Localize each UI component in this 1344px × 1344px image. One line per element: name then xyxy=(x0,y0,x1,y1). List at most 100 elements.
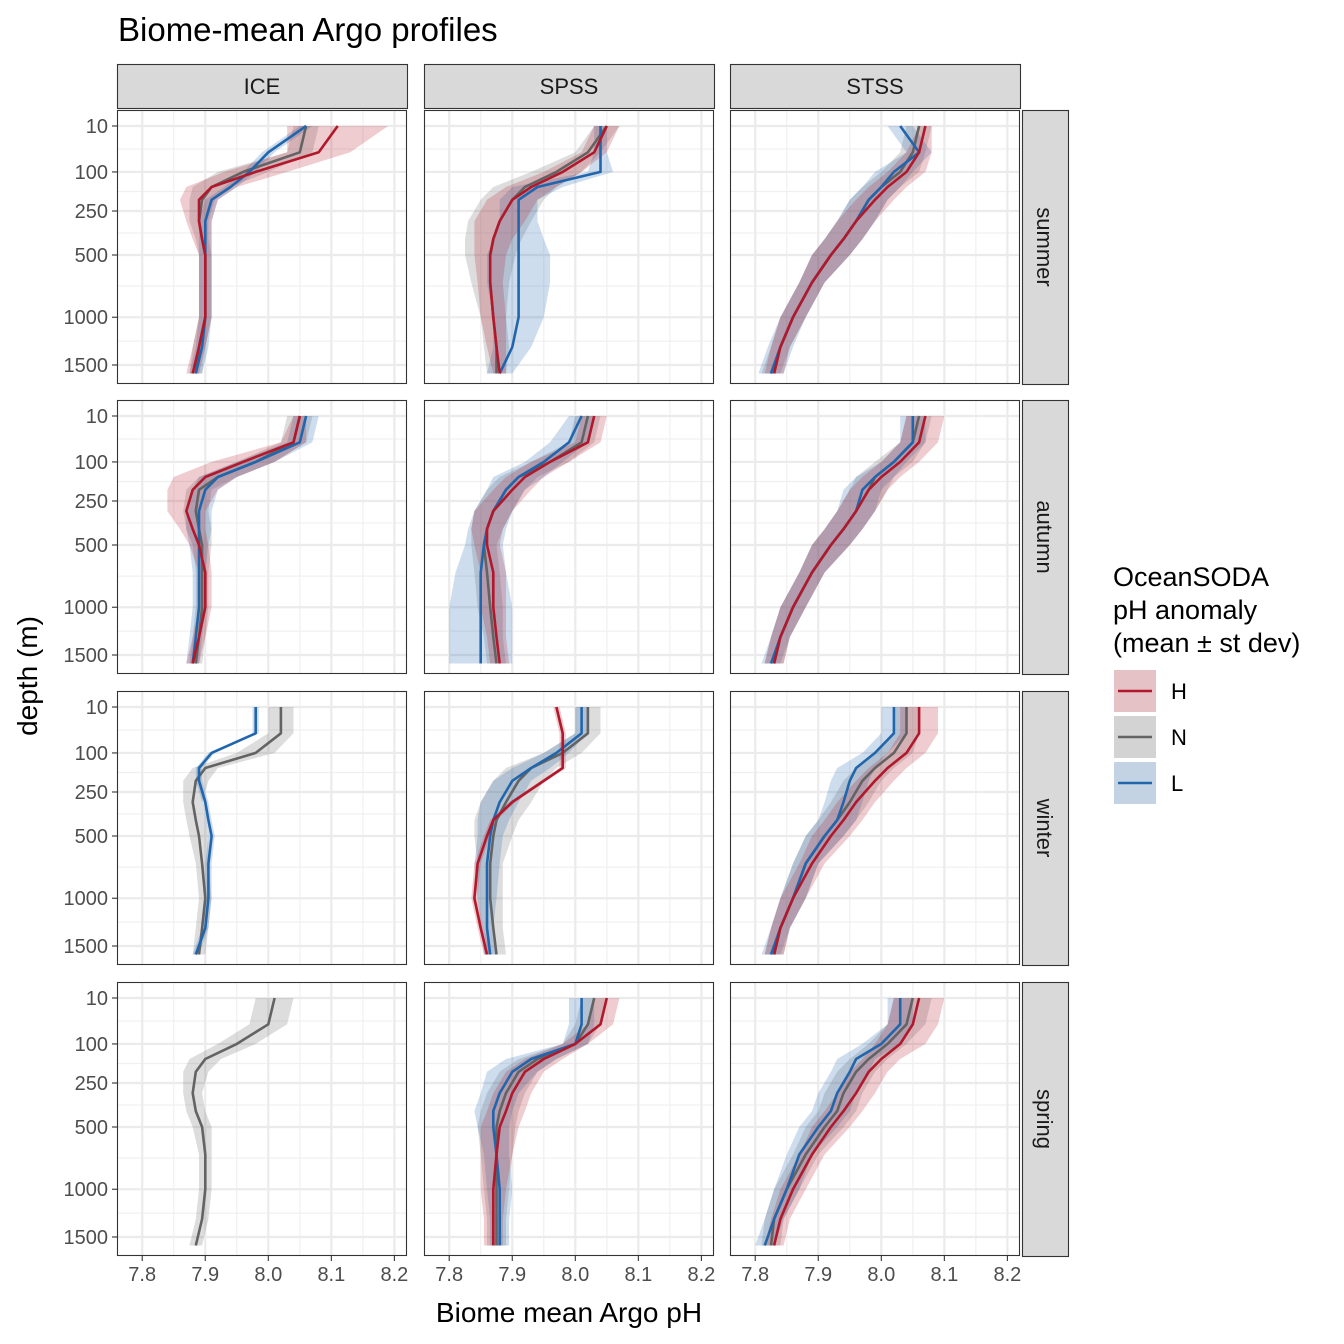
legend-label: L xyxy=(1171,771,1183,796)
row-strip-autumn: autumn xyxy=(1021,399,1070,676)
ribbon-H xyxy=(764,707,938,955)
panel-stss-winter xyxy=(729,690,1021,966)
x-tick-label: 8.0 xyxy=(867,1264,895,1286)
panel-ice-winter xyxy=(116,690,408,966)
ribbon-N xyxy=(183,707,294,955)
y-tick-label: 100 xyxy=(75,1034,108,1056)
y-tick-label: 250 xyxy=(75,1073,108,1095)
panel-ice-summer xyxy=(116,109,408,385)
chart-title: Biome-mean Argo profiles xyxy=(118,11,498,48)
legend-title-line: (mean ± st dev) xyxy=(1113,628,1300,658)
strip-label: SPSS xyxy=(540,74,599,99)
panel-ice-autumn xyxy=(116,399,408,675)
line-L xyxy=(194,707,257,955)
profile-lines xyxy=(479,415,596,664)
column-strip-ice: ICE xyxy=(116,63,409,110)
row-strip-summer: summer xyxy=(1021,109,1070,386)
x-tick-label: 8.2 xyxy=(380,1264,408,1286)
legend-item-N: N xyxy=(1114,716,1187,758)
panel-background xyxy=(117,110,407,384)
line-H xyxy=(473,706,564,955)
line-L xyxy=(191,415,308,664)
panel-ice-spring xyxy=(116,981,408,1257)
panel-spss-winter xyxy=(423,690,715,966)
y-tick-label: 100 xyxy=(75,452,108,474)
line-L xyxy=(485,707,583,955)
x-tick-label: 7.9 xyxy=(804,1264,832,1286)
line-H xyxy=(772,125,927,374)
legend-title-line: OceanSODA xyxy=(1113,562,1269,592)
x-tick-label: 8.0 xyxy=(254,1264,282,1286)
ribbon-H xyxy=(764,416,945,664)
legend-title-line: pH anomaly xyxy=(1113,595,1258,625)
x-tick-label: 7.8 xyxy=(435,1264,463,1286)
y-tick-label: 500 xyxy=(75,826,108,848)
strip-label: spring xyxy=(1032,1089,1057,1149)
y-tick-label: 250 xyxy=(75,201,108,223)
line-N xyxy=(191,707,283,955)
panel-background xyxy=(730,691,1020,965)
y-tick-label: 500 xyxy=(75,245,108,267)
strip-label: winter xyxy=(1032,798,1057,858)
legend-label: H xyxy=(1171,679,1187,704)
y-tick-label: 1500 xyxy=(64,1227,109,1249)
ribbon-L xyxy=(474,707,588,955)
y-tick-label: 10 xyxy=(86,406,108,428)
y-tick-label: 250 xyxy=(75,491,108,513)
y-tick-label: 1000 xyxy=(64,1179,109,1201)
ribbon-L xyxy=(186,416,319,664)
panel-background xyxy=(117,400,407,674)
ribbon-N xyxy=(761,998,932,1246)
ribbon-N xyxy=(465,126,620,374)
y-tick-label: 250 xyxy=(75,782,108,804)
panel-spss-autumn xyxy=(423,399,715,675)
y-tick-label: 1500 xyxy=(64,355,109,377)
y-tick-label: 1000 xyxy=(64,307,109,329)
y-tick-label: 500 xyxy=(75,535,108,557)
profile-lines xyxy=(492,997,609,1246)
ribbons xyxy=(449,416,607,664)
panel-border xyxy=(423,109,715,385)
strip-background xyxy=(1021,981,1070,1258)
panel-border xyxy=(729,109,1021,385)
y-tick-label: 10 xyxy=(86,988,108,1010)
ribbon-H xyxy=(474,126,620,374)
strip-background xyxy=(729,63,1022,110)
legend-label: N xyxy=(1171,725,1187,750)
x-axis-spss: 7.8 7.9 8.0 8.1 8.2 xyxy=(435,1256,715,1286)
x-tick-label: 8.1 xyxy=(930,1264,958,1286)
y-tick-label: 100 xyxy=(75,743,108,765)
ribbon-N xyxy=(764,416,932,664)
ribbon-H xyxy=(764,998,945,1246)
profile-lines xyxy=(763,997,921,1246)
profile-lines xyxy=(473,706,590,955)
panel-border xyxy=(116,399,408,675)
ribbon-N xyxy=(183,998,294,1246)
panel-background xyxy=(117,691,407,965)
x-tick-label: 8.2 xyxy=(687,1264,715,1286)
x-axis-title: Biome mean Argo pH xyxy=(436,1297,702,1328)
row-strip-winter: winter xyxy=(1021,690,1070,967)
strip-label: summer xyxy=(1032,207,1057,286)
x-tick-label: 7.8 xyxy=(741,1264,769,1286)
y-tick-label: 100 xyxy=(75,162,108,184)
x-tick-label: 7.9 xyxy=(191,1264,219,1286)
y-axis-winter: 10 100 250 500 1000 1500 xyxy=(64,697,117,958)
strip-background xyxy=(1021,399,1070,676)
ribbon-L xyxy=(761,416,926,664)
ribbon-N xyxy=(189,126,319,374)
y-tick-label: 1000 xyxy=(64,597,109,619)
column-strip-spss: SPSS xyxy=(423,63,716,110)
strip-label: ICE xyxy=(244,74,281,99)
line-H xyxy=(191,125,339,374)
line-H xyxy=(772,415,927,664)
y-tick-label: 1500 xyxy=(64,645,109,667)
profile-lines xyxy=(191,707,283,955)
panel-border xyxy=(423,981,715,1257)
line-L xyxy=(498,126,602,375)
ribbon-H xyxy=(471,416,607,664)
panel-stss-summer xyxy=(729,109,1021,385)
x-axis-ice: 7.8 7.9 8.0 8.1 8.2 xyxy=(128,1256,408,1286)
legend-item-L: L xyxy=(1114,762,1183,804)
